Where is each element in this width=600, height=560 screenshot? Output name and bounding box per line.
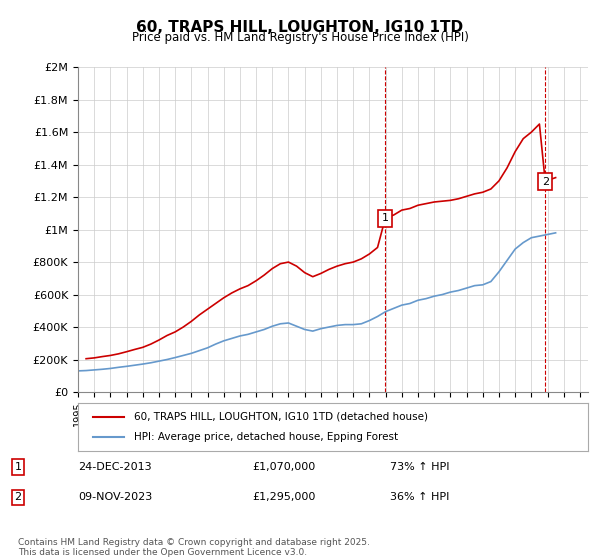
Text: 60, TRAPS HILL, LOUGHTON, IG10 1TD (detached house): 60, TRAPS HILL, LOUGHTON, IG10 1TD (deta… — [134, 412, 428, 422]
Text: Price paid vs. HM Land Registry's House Price Index (HPI): Price paid vs. HM Land Registry's House … — [131, 31, 469, 44]
Text: 2: 2 — [542, 177, 549, 186]
Text: £1,070,000: £1,070,000 — [252, 462, 315, 472]
Text: 60, TRAPS HILL, LOUGHTON, IG10 1TD: 60, TRAPS HILL, LOUGHTON, IG10 1TD — [136, 20, 464, 35]
Text: 1: 1 — [382, 213, 389, 223]
Text: Contains HM Land Registry data © Crown copyright and database right 2025.
This d: Contains HM Land Registry data © Crown c… — [18, 538, 370, 557]
Text: 09-NOV-2023: 09-NOV-2023 — [78, 492, 152, 502]
Text: £1,295,000: £1,295,000 — [252, 492, 316, 502]
Text: 24-DEC-2013: 24-DEC-2013 — [78, 462, 152, 472]
Text: HPI: Average price, detached house, Epping Forest: HPI: Average price, detached house, Eppi… — [134, 432, 398, 442]
Text: 2: 2 — [14, 492, 22, 502]
Text: 1: 1 — [14, 462, 22, 472]
Text: 73% ↑ HPI: 73% ↑ HPI — [390, 462, 449, 472]
Text: 36% ↑ HPI: 36% ↑ HPI — [390, 492, 449, 502]
